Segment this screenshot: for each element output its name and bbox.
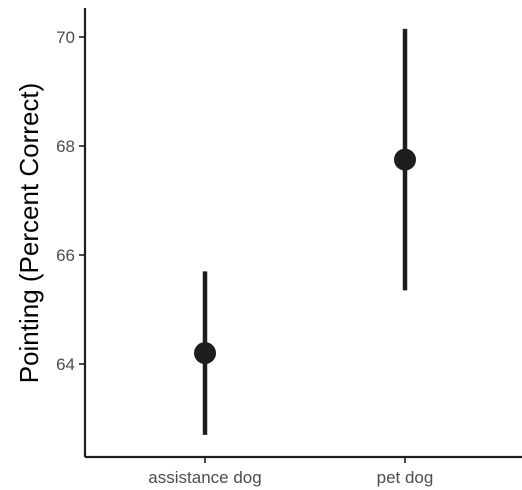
y-tick-label: 64 — [56, 355, 75, 374]
y-tick-label: 66 — [56, 246, 75, 265]
mean-point — [394, 148, 416, 171]
y-tick-label: 68 — [56, 137, 75, 156]
x-tick-label: assistance dog — [148, 468, 261, 487]
mean-point — [194, 342, 216, 365]
x-tick-label: pet dog — [377, 468, 434, 487]
x-axis: assistance dog pet dog — [85, 455, 522, 487]
y-axis: 64 66 68 70 — [56, 8, 87, 457]
y-tick-label: 70 — [56, 28, 75, 47]
plot-marks — [194, 28, 416, 435]
y-axis-title: Pointing (Percent Correct) — [14, 83, 44, 384]
